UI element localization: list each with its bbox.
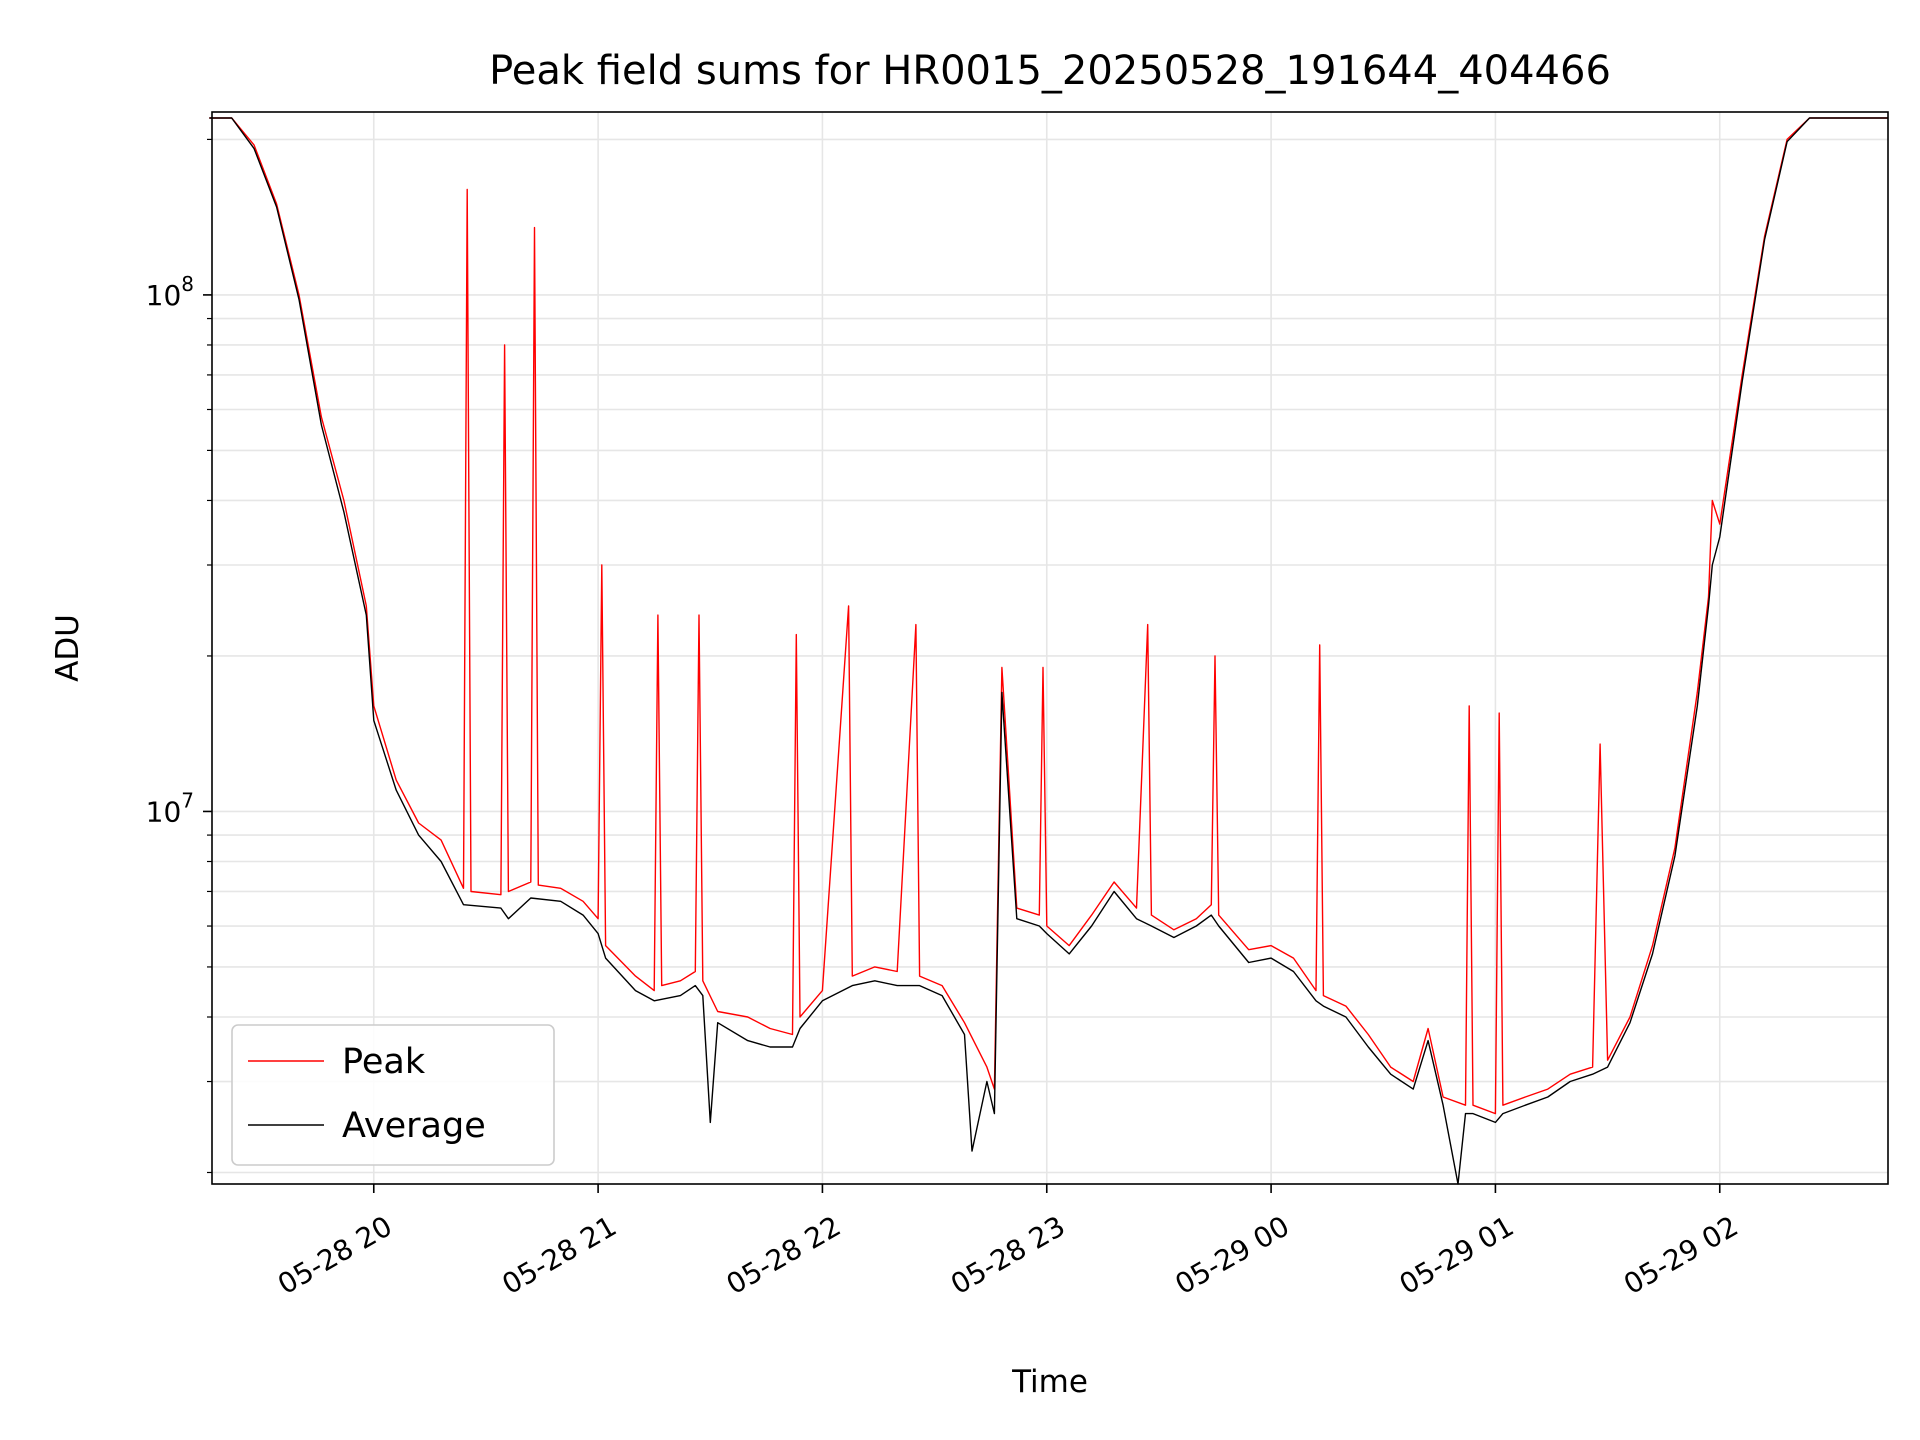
legend: Peak Average: [231, 1024, 555, 1166]
legend-box: [231, 1024, 555, 1166]
y-axis-title: ADU: [50, 614, 86, 682]
y-tick-base: 10: [146, 279, 182, 312]
y-tick-exponent: 7: [181, 788, 194, 812]
y-tick-base: 10: [146, 795, 182, 828]
plot-frame: [211, 111, 1889, 1185]
chart-title: Peak field sums for HR0015_20250528_1916…: [489, 48, 1611, 94]
y-tick-label: 108: [146, 272, 194, 312]
legend-label-average: Average: [342, 1106, 486, 1146]
legend-label-peak: Peak: [342, 1042, 426, 1082]
plot-series: [209, 117, 1888, 1185]
series-line-average: [209, 117, 1888, 1185]
y-tick-exponent: 8: [181, 272, 194, 296]
x-axis-title: Time: [1011, 1364, 1088, 1400]
grid: [212, 112, 1888, 1184]
series-line-peak: [209, 117, 1888, 1115]
y-tick-label: 107: [146, 788, 194, 828]
